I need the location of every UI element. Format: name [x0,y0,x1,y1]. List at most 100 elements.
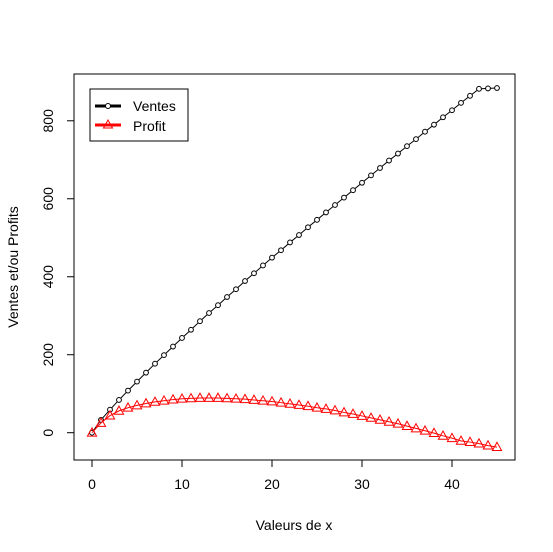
data-point-ventes [161,352,167,359]
data-point-ventes [107,406,113,413]
data-point-profit [428,427,440,437]
data-point-ventes [494,85,500,91]
data-point-ventes [431,121,437,128]
data-point-ventes [323,209,329,216]
data-point-ventes [143,369,149,376]
data-point-profit [257,394,269,405]
legend-box [89,88,189,142]
data-point-profit [176,392,188,403]
data-point-ventes [251,270,257,277]
data-point-ventes [152,360,158,367]
data-point-profit [473,437,485,448]
data-point-profit [275,396,287,407]
data-point-ventes [386,157,392,164]
data-point-profit [347,408,359,418]
data-point-profit [95,417,107,427]
data-point-ventes [224,294,230,300]
data-point-ventes [188,326,194,333]
series-layer [86,85,503,452]
data-point-ventes [197,318,203,325]
y-tick-label: 0 [40,429,56,437]
data-point-profit [320,403,332,413]
data-point-ventes [476,85,482,92]
data-point-ventes [485,85,491,92]
data-point-profit [104,409,116,420]
series-line-profit [91,397,498,448]
data-point-profit [122,401,134,412]
data-point-ventes [332,202,338,208]
data-point-ventes [404,143,410,150]
data-point-ventes [206,310,212,316]
x-tick-label: 40 [444,476,460,492]
data-point-ventes [170,343,176,350]
data-point-profit [86,426,98,437]
data-point-profit [149,396,161,406]
legend-profit-marker [102,118,114,129]
y-tick-label: 200 [40,343,56,367]
data-point-ventes [359,179,365,186]
data-point-profit [491,441,503,452]
data-point-ventes [395,150,401,157]
data-point-ventes [260,262,266,269]
data-point-ventes [296,232,302,238]
data-point-profit [464,436,476,446]
data-point-profit [455,435,467,445]
data-point-ventes [287,239,293,246]
legend-ventes-label: Ventes [133,98,176,114]
data-point-ventes [377,165,383,171]
data-point-profit [392,417,404,428]
data-point-profit [230,392,242,403]
data-point-profit [482,439,494,450]
y-axis: 0 200 400 600 800 [40,109,75,437]
data-point-profit [437,430,449,440]
data-point-profit [311,401,323,412]
x-axis-label: Valeurs de x [256,517,333,533]
x-tick-label: 0 [88,476,96,492]
x-tick-label: 10 [174,476,190,492]
data-point-profit [221,392,233,403]
data-point-ventes [116,397,122,403]
data-point-ventes [233,286,239,293]
series-line-ventes [91,87,498,433]
data-point-profit [140,397,152,408]
data-point-profit [419,424,431,435]
data-point-profit [293,399,305,409]
data-point-ventes [368,172,374,179]
data-point-ventes [242,278,248,284]
data-point-ventes [422,128,428,135]
data-point-ventes [458,99,464,106]
x-axis: 0 10 20 30 40 [88,459,460,492]
data-point-ventes [467,92,473,99]
data-point-ventes [413,136,419,143]
data-point-ventes [440,114,446,121]
data-point-profit [113,405,125,415]
x-tick-label: 20 [264,476,280,492]
data-point-ventes [314,216,320,223]
x-tick-label: 30 [354,476,370,492]
data-point-ventes [350,187,356,194]
data-point-profit [203,392,215,402]
data-point-profit [266,395,278,406]
data-point-profit [284,398,296,408]
legend-ventes-marker [105,103,111,109]
data-point-ventes [449,107,455,114]
data-point-profit [383,415,395,426]
data-point-ventes [278,247,284,254]
data-point-profit [212,392,224,402]
data-point-ventes [305,224,311,231]
legend-profit-label: Profit [133,118,166,134]
data-point-ventes [341,194,347,201]
data-point-profit [338,406,350,417]
data-point-profit [410,422,422,433]
data-point-profit [194,392,206,402]
data-point-profit [446,432,458,443]
data-point-profit [185,392,197,403]
data-point-ventes [125,387,131,394]
data-point-profit [401,420,413,430]
legend: Ventes Profit [89,88,189,142]
y-tick-label: 800 [40,109,56,133]
data-point-profit [167,393,179,404]
data-point-profit [248,394,260,404]
data-point-profit [365,412,377,422]
